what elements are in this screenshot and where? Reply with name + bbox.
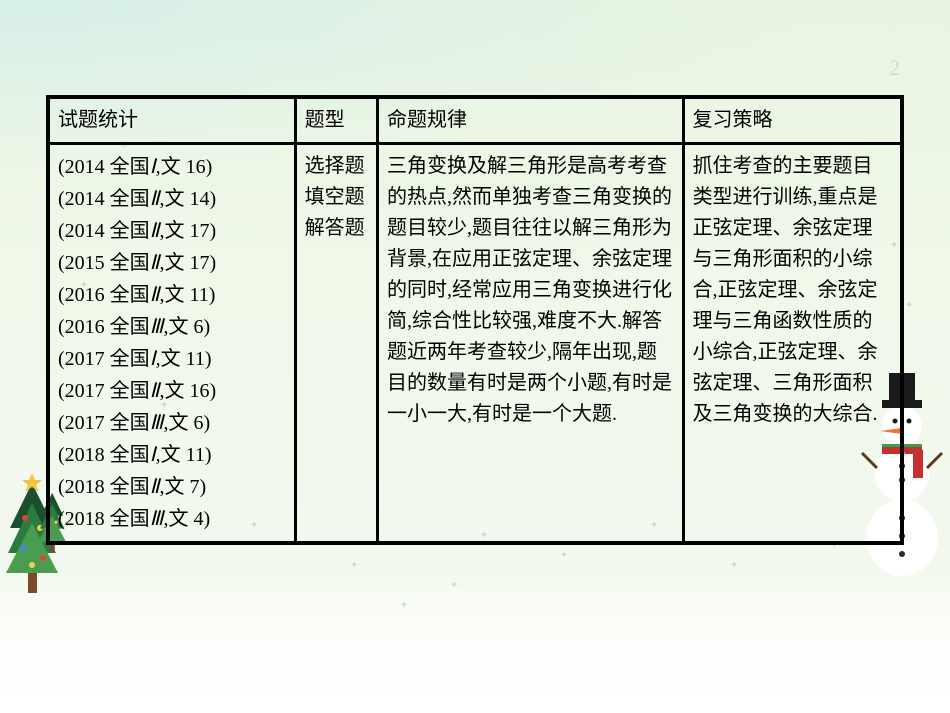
header-type: 题型 [295,97,377,144]
exam-analysis-table: 试题统计 题型 命题规律 复习策略 (2014 全国Ⅰ,文 16)(2014 全… [46,95,904,545]
snow-ground [0,573,950,713]
header-strategy: 复习策略 [683,97,902,144]
snowflake-decoration: ✦ [400,600,408,611]
snowflake-decoration: ✦ [450,580,458,591]
page-number: 2 [889,55,900,81]
header-pattern: 命题规律 [377,97,683,144]
snowflake-decoration: ✦ [560,550,568,561]
cell-strategy: 抓住考查的主要题目类型进行训练,重点是正弦定理、余弦定理与三角形面积的小综合,正… [683,144,902,544]
question-type-entry: 选择题 [305,151,368,182]
exam-entry: (2014 全国Ⅱ,文 14) [58,183,286,215]
cell-question-type: 选择题填空题解答题 [295,144,377,544]
snowflake-decoration: ✦ [730,560,738,571]
snowflake-decoration: ✦ [905,300,913,311]
exam-entry: (2014 全国Ⅰ,文 16) [58,151,286,183]
table-header-row: 试题统计 题型 命题规律 复习策略 [48,97,902,144]
table-row: (2014 全国Ⅰ,文 16)(2014 全国Ⅱ,文 14)(2014 全国Ⅱ,… [48,144,902,544]
exam-entry: (2016 全国Ⅱ,文 11) [58,279,286,311]
cell-pattern: 三角变换及解三角形是高考考查的热点,然而单独考查三角变换的题目较少,题目往往以解… [377,144,683,544]
question-type-entry: 解答题 [305,213,368,244]
header-statistics: 试题统计 [48,97,295,144]
exam-entry: (2016 全国Ⅲ,文 6) [58,311,286,343]
exam-entry: (2018 全国Ⅰ,文 11) [58,439,286,471]
exam-entry: (2018 全国Ⅲ,文 4) [58,503,286,535]
exam-entry: (2014 全国Ⅱ,文 17) [58,215,286,247]
cell-exam-list: (2014 全国Ⅰ,文 16)(2014 全国Ⅱ,文 14)(2014 全国Ⅱ,… [48,144,295,544]
exam-entry: (2018 全国Ⅱ,文 7) [58,471,286,503]
exam-entry: (2015 全国Ⅱ,文 17) [58,247,286,279]
exam-entry: (2017 全国Ⅰ,文 11) [58,343,286,375]
exam-entry: (2017 全国Ⅲ,文 6) [58,407,286,439]
snowflake-decoration: ✦ [350,560,358,571]
question-type-entry: 填空题 [305,182,368,213]
exam-entry: (2017 全国Ⅱ,文 16) [58,375,286,407]
